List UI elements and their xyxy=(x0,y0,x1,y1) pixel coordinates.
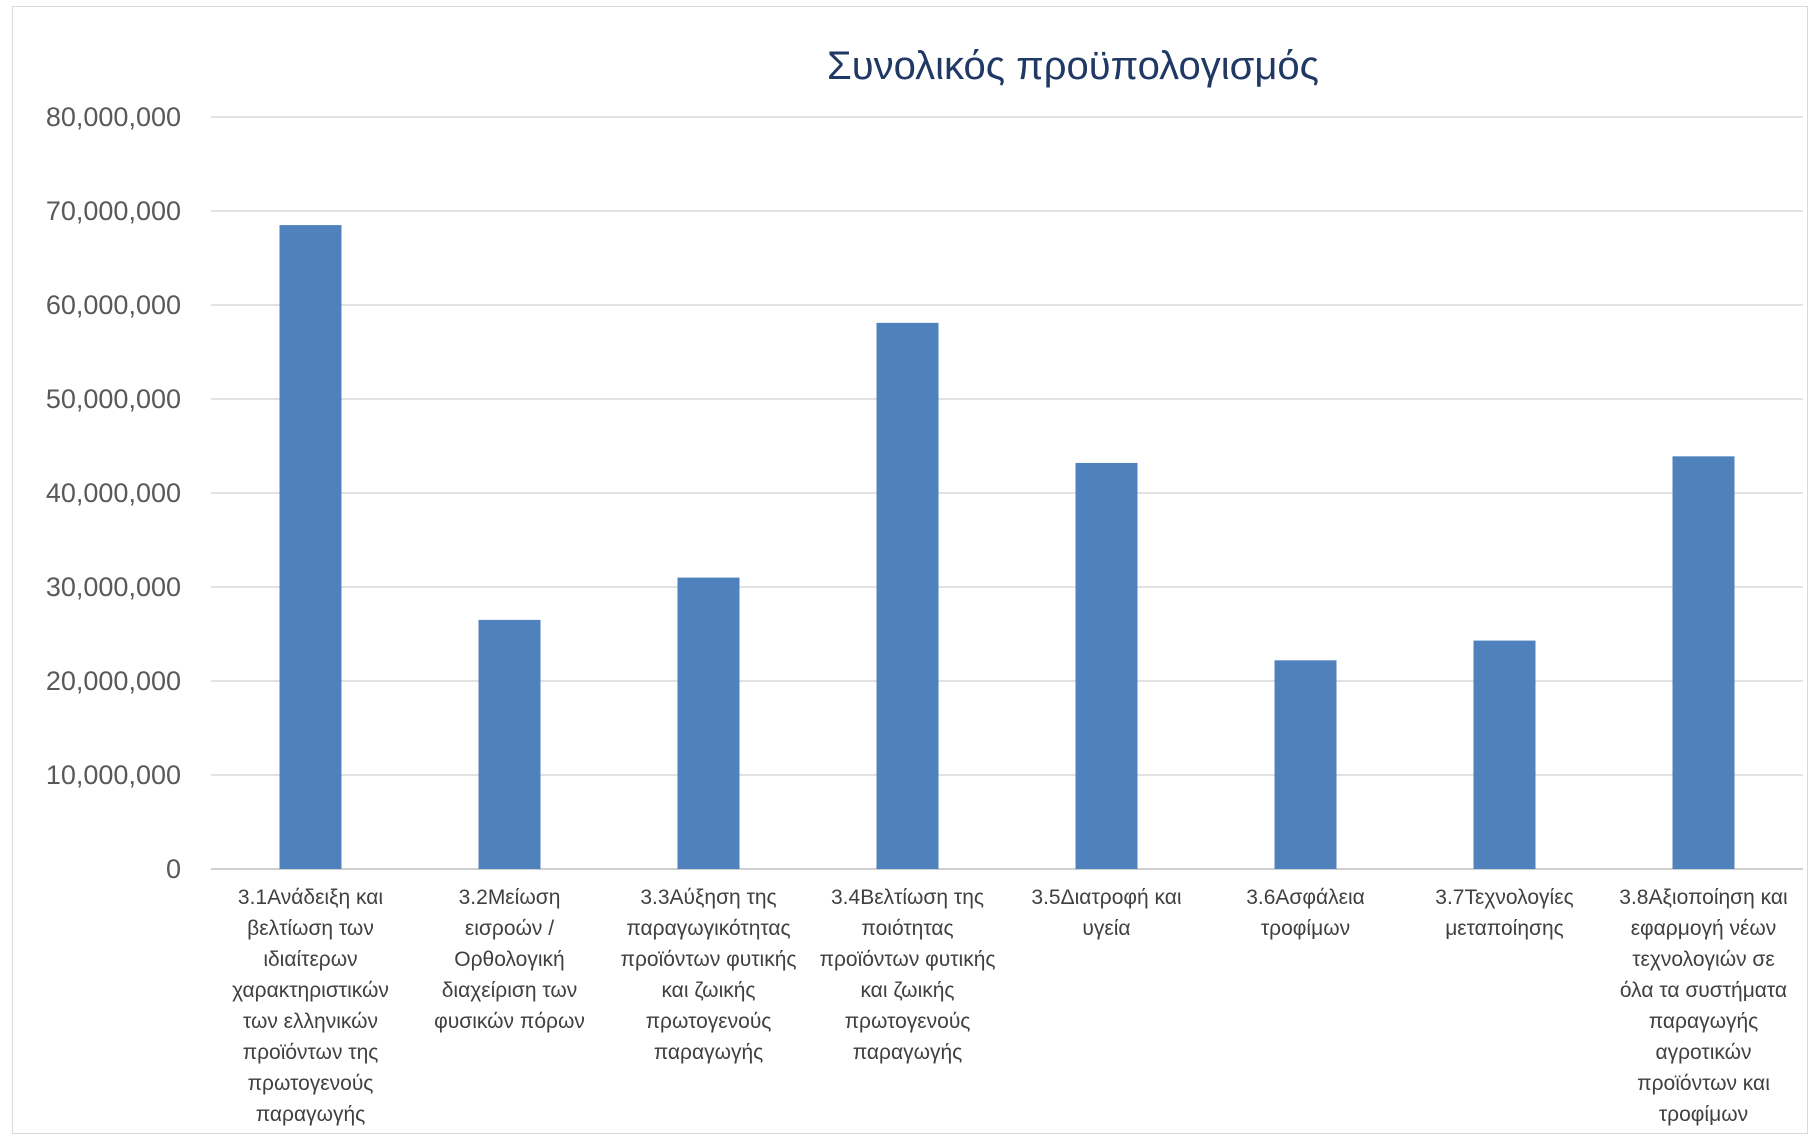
bars xyxy=(279,225,1735,870)
x-category-label: 3.6Ασφάλεια τροφίμων xyxy=(1246,886,1365,940)
x-category-label: 3.3Αύξηση της παραγωγικότητας προϊόντων φυ… xyxy=(620,886,796,1064)
x-category-label: 3.4Βελτίωση της ποιότητας προϊόντων φυτική… xyxy=(819,886,995,1064)
x-category-label: 3.7Τεχνολογίες μεταποίησης xyxy=(1435,886,1573,940)
x-axis-category-labels: 3.1Ανάδειξη και βελτίωση των ιδιαίτερων χαρ… xyxy=(232,886,1788,1126)
y-tick-label: 0 xyxy=(166,854,181,884)
bar xyxy=(1473,640,1536,869)
y-tick-label: 80,000,000 xyxy=(46,102,181,132)
y-tick-label: 20,000,000 xyxy=(46,666,181,696)
x-category-label: 3.5Διατροφή και υγεία xyxy=(1031,886,1181,940)
bar xyxy=(876,322,939,869)
y-tick-label: 10,000,000 xyxy=(46,760,181,790)
y-tick-label: 60,000,000 xyxy=(46,290,181,320)
bar xyxy=(478,619,541,869)
chart-title: Συνολικός προϋπολογισμός xyxy=(827,44,1319,88)
y-tick-label: 70,000,000 xyxy=(46,196,181,226)
bar xyxy=(677,577,740,869)
x-category-label: 3.2Μείωση εισροών / Ορθολογική διαχείριση τ… xyxy=(434,886,585,1033)
bar xyxy=(1672,456,1735,869)
y-tick-label: 30,000,000 xyxy=(46,572,181,602)
y-tick-label: 50,000,000 xyxy=(46,384,181,414)
gridlines xyxy=(211,116,1803,870)
x-category-label: 3.8Αξιοποίηση και εφαρμογή νέων τεχνολογιώ… xyxy=(1619,886,1788,1126)
bar xyxy=(1075,462,1138,869)
bar xyxy=(279,225,342,870)
y-tick-label: 40,000,000 xyxy=(46,478,181,508)
chart-frame: Συνολικός προϋπολογισμός 0 10,000,000 20,0… xyxy=(12,6,1808,1134)
bar-chart: Συνολικός προϋπολογισμός 0 10,000,000 20,0… xyxy=(46,44,1803,1126)
x-category-label: 3.1Ανάδειξη και βελτίωση των ιδιαίτερων χαρ… xyxy=(232,886,389,1126)
bar xyxy=(1274,660,1337,869)
y-axis-tick-labels: 0 10,000,000 20,000,000 30,000,000 40,000,00… xyxy=(46,102,181,884)
